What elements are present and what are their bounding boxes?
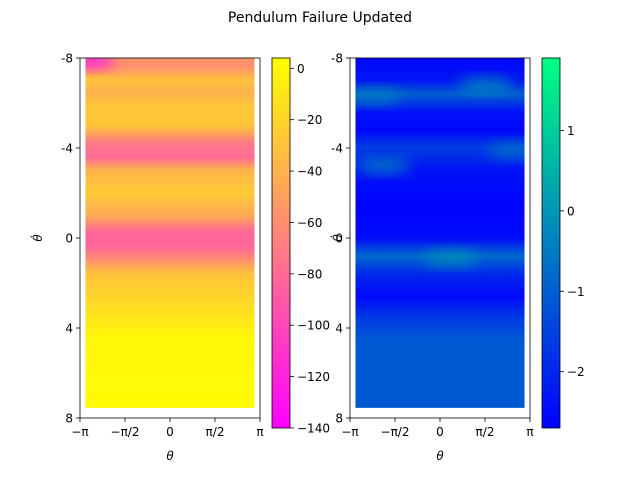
x-tick-label: π bbox=[526, 425, 533, 439]
y-tick-label: 0 bbox=[335, 232, 343, 246]
colorbar bbox=[541, 57, 561, 429]
colorbar-tick-label: −140 bbox=[297, 422, 330, 436]
heatmap-hotspot bbox=[355, 89, 403, 104]
x-tick-label: π/2 bbox=[206, 425, 225, 439]
heatmap-hotspot bbox=[355, 159, 411, 173]
y-axis-label: θ̇ bbox=[330, 234, 345, 242]
colorbar-tick-label: −20 bbox=[297, 113, 322, 127]
y-tick-label: -4 bbox=[331, 142, 343, 156]
heatmap-hotspot bbox=[85, 58, 115, 68]
y-tick-label: -8 bbox=[331, 52, 343, 66]
y-tick-label: -4 bbox=[61, 142, 73, 156]
colorbar-tick-label: −40 bbox=[297, 165, 322, 179]
colorbar-tick-label: −1 bbox=[567, 285, 585, 299]
x-tick-label: 0 bbox=[436, 425, 444, 439]
x-tick-label: π/2 bbox=[476, 425, 495, 439]
colorbar-tick-label: 0 bbox=[297, 62, 305, 76]
x-axis-label: θ bbox=[436, 449, 444, 463]
colorbar-tick-label: −80 bbox=[297, 267, 322, 281]
colorbar-tick-label: −120 bbox=[297, 370, 330, 384]
left-heatmap-panel: −π −π/2 0 π/2 π -8 -4 0 4 8 θ θ̇ 0 −20 −40 −60 −80 −100 −1… bbox=[30, 52, 330, 464]
heatmap-hotspot bbox=[486, 143, 525, 158]
heatmap-field bbox=[355, 58, 525, 408]
colorbar-tick-label: 1 bbox=[567, 124, 575, 138]
colorbar-tick-label: −100 bbox=[297, 319, 330, 333]
heatmap-hotspots bbox=[85, 58, 115, 68]
x-tick-label: π bbox=[256, 425, 263, 439]
right-heatmap-panel: −π −π/2 0 π/2 π -8 -4 0 4 8 θ θ̇ 1 0 −1 −2 bbox=[330, 52, 585, 464]
y-tick-label: 4 bbox=[65, 322, 73, 336]
x-tick-label: −π/2 bbox=[381, 425, 410, 439]
x-tick-label: −π/2 bbox=[111, 425, 140, 439]
y-axis-label: θ̇ bbox=[30, 234, 45, 242]
x-axis-label: θ bbox=[166, 449, 174, 463]
colorbar-tick-label: −60 bbox=[297, 216, 322, 230]
x-tick-label: −π bbox=[341, 425, 358, 439]
colorbar bbox=[271, 57, 291, 429]
heatmap-hotspots bbox=[355, 78, 525, 266]
y-tick-label: 8 bbox=[65, 412, 73, 426]
y-tick-label: 8 bbox=[335, 412, 343, 426]
colorbar-tick-label: 0 bbox=[567, 204, 575, 218]
y-tick-label: 0 bbox=[65, 232, 73, 246]
heatmap-field bbox=[85, 58, 255, 408]
y-tick-label: 4 bbox=[335, 322, 343, 336]
colorbar-tick-label: −2 bbox=[567, 365, 585, 379]
x-tick-label: 0 bbox=[166, 425, 174, 439]
figure-title: Pendulum Failure Updated bbox=[228, 10, 412, 26]
x-tick-label: −π bbox=[71, 425, 88, 439]
heatmap-hotspot bbox=[457, 78, 514, 92]
y-tick-label: -8 bbox=[61, 52, 73, 66]
heatmap-hotspot bbox=[423, 251, 480, 266]
